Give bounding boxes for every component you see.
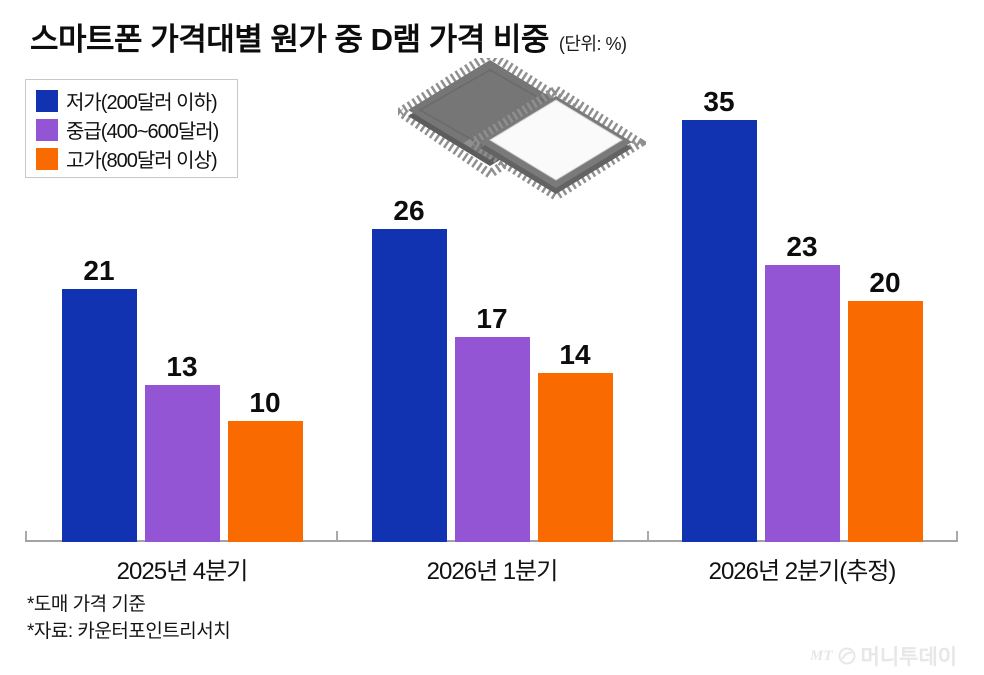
bar-cell: 14 [537,339,613,542]
footnote-1: *자료: 카운터포인트리서치 [27,621,231,642]
legend-item-label: 저가(200달러 이하) [66,92,218,114]
x-axis-tick-2 [647,531,649,540]
bar-value-label: 26 [393,195,425,226]
category-label-0: 2025년 4분기 [116,558,249,585]
bar-cell: 21 [61,255,137,542]
bar-high-2 [847,301,923,542]
legend-box: 저가(200달러 이하) 중급(400~600달러) 고가(800달러 이상) [25,79,238,178]
footnotes: *도매 가격 기준 *자료: 카운터포인트리서치 [27,591,231,645]
bar-cell: 26 [371,195,447,542]
bar-value-label: 20 [869,267,901,298]
mt-logo-text: MT [810,647,833,664]
moneytoday-watermark: MT 머니투데이 [810,641,957,671]
legend-item-0: 저가(200달러 이하) [36,86,237,115]
legend-item-1: 중급(400~600달러) [36,115,237,144]
moneytoday-logo-text: 머니투데이 [860,646,958,669]
chart-unit-label: (단위: %) [558,34,627,54]
bar-cell: 10 [227,387,303,542]
bar-low-2 [681,120,757,542]
bar-value-label: 35 [703,86,735,117]
bar-mid-0 [144,385,220,542]
bar-low-0 [61,289,137,542]
bar-value-label: 14 [559,339,591,370]
x-axis-tick-0 [25,531,27,540]
bar-group-2: 35 23 20 [681,86,923,542]
bar-low-1 [371,229,447,542]
title-row: 스마트폰 가격대별 원가 중 D램 가격 비중 (단위: %) [30,14,627,59]
legend-item-label: 고가(800달러 이상) [66,150,218,172]
bar-mid-2 [764,265,840,542]
bar-group-0: 21 13 10 [61,255,303,542]
bar-value-label: 13 [166,351,198,382]
legend-item-2: 고가(800달러 이상) [36,144,237,173]
x-axis-tick-1 [336,531,338,540]
legend-swatch-icon [36,118,58,141]
bar-group-1: 26 17 14 [371,195,613,542]
bar-cell: 17 [454,303,530,542]
x-axis-tick-3 [956,531,958,540]
dram-chips-illustration [398,58,646,200]
legend-item-label: 중급(400~600달러) [66,121,219,143]
bar-cell: 35 [681,86,757,542]
bar-value-label: 10 [249,387,281,418]
category-label-2: 2026년 2분기(추정) [708,558,897,585]
legend-swatch-icon [36,147,58,170]
bar-mid-1 [454,337,530,542]
bar-high-1 [537,373,613,542]
category-label-1: 2026년 1분기 [426,558,559,585]
bar-value-label: 21 [83,255,115,286]
bar-cell: 20 [847,267,923,542]
footnote-0: *도매 가격 기준 [27,594,146,615]
mt-circle-logo-icon [838,647,855,665]
chart-title: 스마트폰 가격대별 원가 중 D램 가격 비중 [30,22,549,57]
legend-swatch-icon [36,89,58,112]
bar-high-0 [227,421,303,542]
bar-value-label: 17 [476,303,508,334]
bar-value-label: 23 [786,231,818,262]
bar-cell: 13 [144,351,220,542]
dram-chip-front [463,84,646,200]
bar-cell: 23 [764,231,840,542]
